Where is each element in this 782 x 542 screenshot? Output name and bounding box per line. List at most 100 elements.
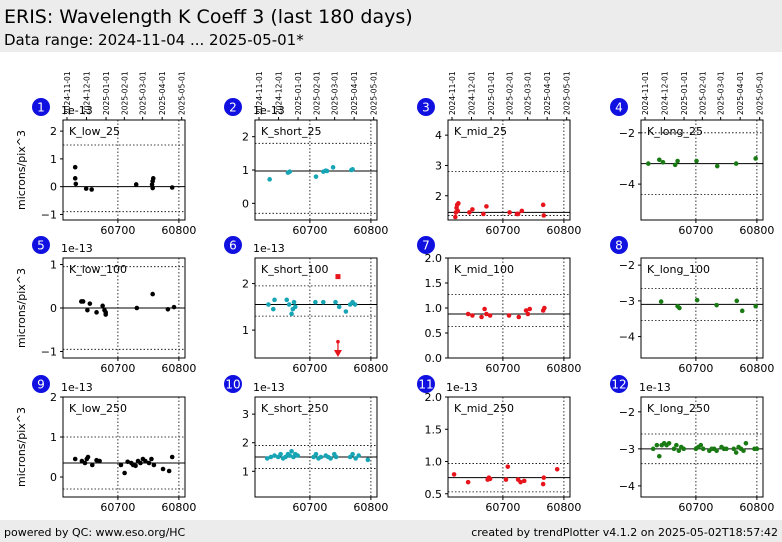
y-tick-label: −2 bbox=[619, 259, 635, 272]
data-point bbox=[87, 301, 93, 306]
data-point bbox=[271, 306, 276, 312]
y-tick-label: −4 bbox=[619, 480, 635, 493]
y-tick-label: 0.5 bbox=[425, 327, 443, 340]
panel-number-badge bbox=[32, 98, 50, 116]
data-point bbox=[122, 470, 127, 476]
data-point bbox=[484, 204, 489, 209]
date-tick-label: 2025-01-01 bbox=[487, 71, 496, 115]
date-tick-label: 2025-03-01 bbox=[524, 71, 533, 115]
data-point bbox=[267, 177, 272, 182]
data-point bbox=[343, 309, 349, 314]
date-tick-label: 2025-02-01 bbox=[505, 71, 514, 115]
data-point bbox=[272, 453, 277, 458]
x-tick-label: 60700 bbox=[292, 224, 327, 237]
data-point bbox=[89, 462, 95, 468]
data-point bbox=[365, 457, 371, 463]
data-point bbox=[739, 308, 745, 314]
axis-multiplier: 1e-13 bbox=[253, 104, 285, 117]
data-point bbox=[328, 456, 333, 461]
panel-number: 4 bbox=[615, 101, 623, 115]
panel-number: 6 bbox=[229, 239, 237, 253]
panel-number-badge bbox=[610, 98, 628, 116]
panel-8: 60700 60800 −4 −3 −2 K_long_100 8 bbox=[610, 236, 774, 375]
x-tick-label: 60700 bbox=[678, 501, 713, 514]
x-tick-label: 60700 bbox=[100, 224, 135, 237]
panel-number-badge bbox=[610, 236, 628, 254]
data-point bbox=[133, 463, 138, 469]
data-point bbox=[503, 477, 509, 482]
y-tick-label: 2 bbox=[242, 437, 249, 450]
y-axis-label: microns/pix^3 bbox=[15, 130, 28, 210]
data-point bbox=[700, 446, 706, 452]
panel-label: K_mid_25 bbox=[454, 125, 507, 138]
x-tick-label: 60800 bbox=[546, 362, 581, 375]
panel-number-badge bbox=[417, 375, 435, 393]
panel-label: K_low_100 bbox=[69, 263, 127, 276]
data-point bbox=[80, 299, 86, 304]
panel-3: 2024-11-01 2024-12-01 2025-01-01 2025-02-01… bbox=[417, 71, 581, 237]
y-tick-label: 0 bbox=[50, 302, 57, 315]
x-tick-label: 60800 bbox=[161, 362, 196, 375]
panel-label: K_mid_250 bbox=[454, 402, 514, 415]
panel-number-badge bbox=[32, 375, 50, 393]
footer-powered-by[interactable]: powered by QC: www.eso.org/HC bbox=[4, 526, 186, 539]
data-point bbox=[733, 161, 739, 166]
data-point bbox=[287, 169, 293, 174]
axis-multiplier: 1e-13 bbox=[253, 242, 285, 255]
x-tick-label: 60700 bbox=[678, 224, 713, 237]
date-tick-label: 2025-05-01 bbox=[178, 71, 187, 115]
y-tick-label: 1 bbox=[242, 465, 249, 478]
data-point bbox=[350, 167, 355, 172]
data-point bbox=[85, 454, 91, 460]
y-tick-label: −3 bbox=[619, 295, 635, 308]
plot-frame bbox=[254, 396, 378, 498]
data-point bbox=[150, 291, 155, 297]
data-point bbox=[540, 481, 546, 487]
data-point bbox=[714, 302, 719, 308]
panel-number: 2 bbox=[229, 101, 237, 115]
data-point bbox=[660, 160, 666, 165]
data-point bbox=[100, 303, 105, 309]
data-range-subtitle: Data range: 2024-11-04 ... 2025-05-01* bbox=[4, 31, 304, 49]
axis-multiplier: 1e-13 bbox=[639, 381, 671, 394]
axis-multiplier: 1e-13 bbox=[61, 381, 93, 394]
data-point bbox=[541, 213, 547, 218]
data-point bbox=[333, 454, 339, 460]
date-tick-label: 2025-03-01 bbox=[139, 71, 148, 115]
y-tick-label: −1 bbox=[41, 345, 57, 358]
x-tick-label: 60800 bbox=[546, 224, 581, 237]
axis-multiplier: 1e-13 bbox=[61, 242, 93, 255]
y-tick-label: 0 bbox=[242, 197, 249, 210]
data-point bbox=[487, 313, 493, 318]
data-point bbox=[138, 460, 143, 466]
date-tick-label: 2025-05-01 bbox=[370, 71, 379, 115]
panel-label: K_short_250 bbox=[261, 402, 328, 415]
data-point bbox=[666, 440, 672, 446]
data-point bbox=[150, 185, 155, 191]
data-point bbox=[125, 459, 130, 465]
data-point bbox=[134, 305, 140, 311]
data-point bbox=[85, 307, 90, 313]
data-point bbox=[753, 156, 758, 161]
axis-multiplier: 1e-13 bbox=[61, 104, 93, 117]
data-point bbox=[286, 302, 292, 307]
y-tick-label: 3 bbox=[242, 408, 249, 421]
data-point bbox=[505, 464, 511, 469]
plot-frame bbox=[62, 119, 186, 221]
y-tick-label: −1 bbox=[41, 208, 57, 221]
panel-7: 60700 60800 0.0 0.5 1.0 1.5 2.0 K_mid_100 7 bbox=[417, 236, 581, 375]
data-point bbox=[72, 176, 78, 181]
panel-6: 60700 60800 1 2 1e-13 K_short_100 6 bbox=[224, 236, 388, 375]
data-point bbox=[646, 161, 651, 166]
data-point bbox=[324, 168, 330, 174]
data-point bbox=[467, 210, 472, 215]
y-tick-label: 1.0 bbox=[425, 456, 443, 469]
date-tick-label: 2025-03-01 bbox=[331, 71, 340, 115]
data-point bbox=[333, 299, 338, 305]
panel-10: 60700 60800 1 2 3 1e-13 K_short_250 10 bbox=[224, 375, 388, 514]
data-point bbox=[292, 304, 298, 310]
data-point bbox=[318, 454, 324, 460]
data-point bbox=[672, 162, 678, 168]
x-tick-label: 60800 bbox=[161, 224, 196, 237]
